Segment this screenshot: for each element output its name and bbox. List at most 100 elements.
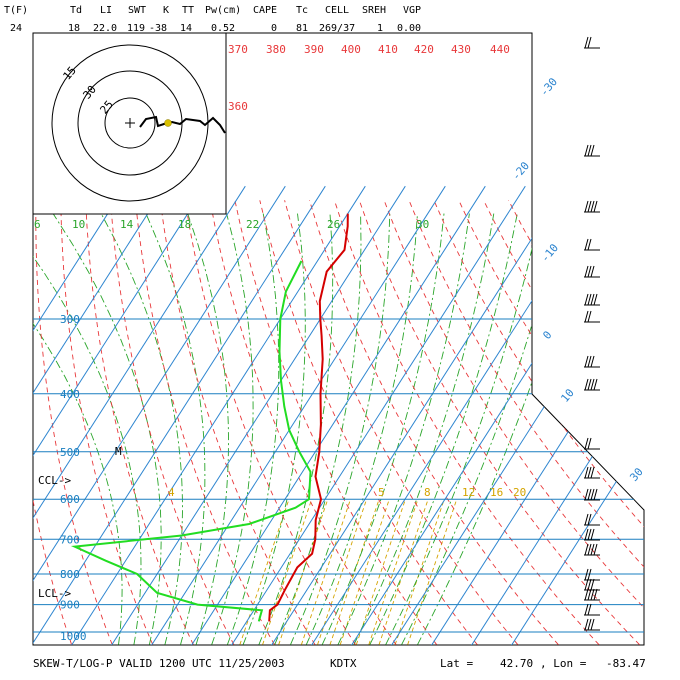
wind-barb-flag (587, 488, 592, 501)
isotherm-line (183, 185, 486, 645)
header-label: K (163, 5, 169, 16)
wind-barb-flag (593, 378, 598, 391)
index-header-values: 24 18 22.0 119 -38 14 0.52 0 81 269/37 1 0.00 (10, 23, 421, 34)
wind-barb-flag (587, 238, 592, 251)
dry-adiabat-line (358, 200, 640, 645)
dry-adiabat-line (234, 200, 438, 645)
header-label: Pw(cm) (205, 5, 241, 16)
moist-adiabat-line (401, 213, 563, 645)
header-value: 119 (127, 23, 145, 34)
header-value: 0 (271, 23, 277, 34)
mixing-ratio-labels: 4 5 8 12 16 20 (168, 486, 526, 499)
wind-barb-flag (587, 528, 592, 541)
moist-adiabat-label: 6 (34, 218, 41, 231)
wind-barb (584, 568, 600, 581)
isotherm-line (143, 185, 446, 645)
isotherm-line (63, 185, 366, 645)
header-label: CELL (325, 5, 349, 16)
wind-barb-column (584, 36, 600, 631)
wind-barb-flag (584, 488, 589, 501)
moist-adiabat-line (242, 213, 306, 645)
wind-barb-flag (590, 265, 595, 278)
wind-barb (584, 144, 600, 157)
moist-adiabat-label: 22 (246, 218, 259, 231)
temperature-profile-line (268, 213, 349, 622)
mixing-ratio-label: 16 (490, 486, 503, 499)
wind-barb-flag (584, 578, 589, 591)
isotherm-line (263, 185, 566, 645)
header-value: 18 (68, 23, 80, 34)
dry-adiabat-label: 380 (266, 43, 286, 56)
mixing-ratio-label: 20 (513, 486, 526, 499)
hodograph-wind-trace (139, 115, 226, 134)
wind-barb-flag (587, 265, 592, 278)
dry-adiabat-line (159, 200, 316, 645)
dry-adiabat-line (35, 200, 113, 645)
mixing-ratio-label: 12 (462, 486, 475, 499)
moist-adiabat-label: 10 (72, 218, 85, 231)
wind-barb-flag (584, 603, 589, 616)
moist-adiabat-line (369, 213, 518, 645)
wind-barb-flag (590, 355, 595, 368)
header-label: TT (182, 5, 194, 16)
wind-barb-flag (584, 528, 589, 541)
wind-barb-flag (587, 466, 592, 479)
isotherm-line (33, 185, 286, 645)
moist-adiabat-label: 30 (416, 218, 429, 231)
lcl-marker: LCL-> (38, 587, 71, 600)
wind-barb-flag (584, 466, 589, 479)
m-marker: M (115, 445, 122, 458)
pressure-axis-labels: 300 400 500 600 700 800 900 1000 (60, 313, 87, 643)
header-value: 0.00 (397, 23, 421, 34)
footer-title: SKEW-T/LOG-P VALID 1200 UTC 11/25/2003 (33, 657, 285, 670)
moist-adiabat-line (52, 213, 162, 645)
mixing-ratio-line (278, 499, 329, 645)
wind-barb-flag (584, 293, 589, 306)
wind-barb-flag (590, 293, 595, 306)
wind-barb (584, 238, 600, 251)
header-label: SREH (362, 5, 386, 16)
dry-adiabat-line (184, 200, 356, 645)
isotherm-line (33, 185, 126, 645)
moist-adiabat-line (100, 213, 183, 645)
wind-barb-flag (587, 568, 592, 581)
wind-barb-flag (590, 466, 595, 479)
wind-barb-flag (584, 378, 589, 391)
isotherm-label: 0 (540, 328, 554, 341)
pressure-label: 500 (60, 446, 80, 459)
dry-adiabat-label: 370 (228, 43, 248, 56)
moist-adiabat-line (417, 213, 584, 645)
pressure-label: 800 (60, 568, 80, 581)
header-value: 14 (180, 23, 192, 34)
wind-barb (584, 588, 600, 601)
wind-barb-flag (587, 513, 592, 526)
dry-adiabat-line (33, 200, 73, 645)
mixing-ratio-label: 5 (378, 486, 385, 499)
dry-adiabat-line (284, 200, 519, 645)
dry-adiabat-line (209, 200, 397, 645)
wind-barb (584, 378, 600, 391)
dry-adiabat-line (85, 200, 194, 645)
mixing-ratio-label: 8 (424, 486, 431, 499)
wind-barb-flag (584, 513, 589, 526)
dry-adiabat-line (60, 200, 154, 645)
wind-barb-flag (587, 378, 592, 391)
wind-barb-flag (587, 200, 592, 213)
header-value: 22.0 (93, 23, 117, 34)
wind-barb-flag (593, 293, 598, 306)
footer-lat-value: 42.70 (500, 657, 533, 670)
wind-barb-flag (590, 144, 595, 157)
mixing-ratio-line (339, 499, 390, 645)
wind-barb-flag (590, 378, 595, 391)
header-value: 269/37 (319, 23, 355, 34)
wind-barb-flag (584, 200, 589, 213)
dry-adiabat-label: 410 (378, 43, 398, 56)
isotherm-line (33, 185, 166, 645)
wind-barb-flag (584, 618, 589, 631)
dry-adiabat-line (333, 200, 600, 645)
wind-barb-flag (584, 144, 589, 157)
moist-adiabat-line (305, 213, 418, 645)
wind-barb-flag (590, 200, 595, 213)
wind-barb (584, 466, 600, 479)
header-value: 0.52 (211, 23, 235, 34)
